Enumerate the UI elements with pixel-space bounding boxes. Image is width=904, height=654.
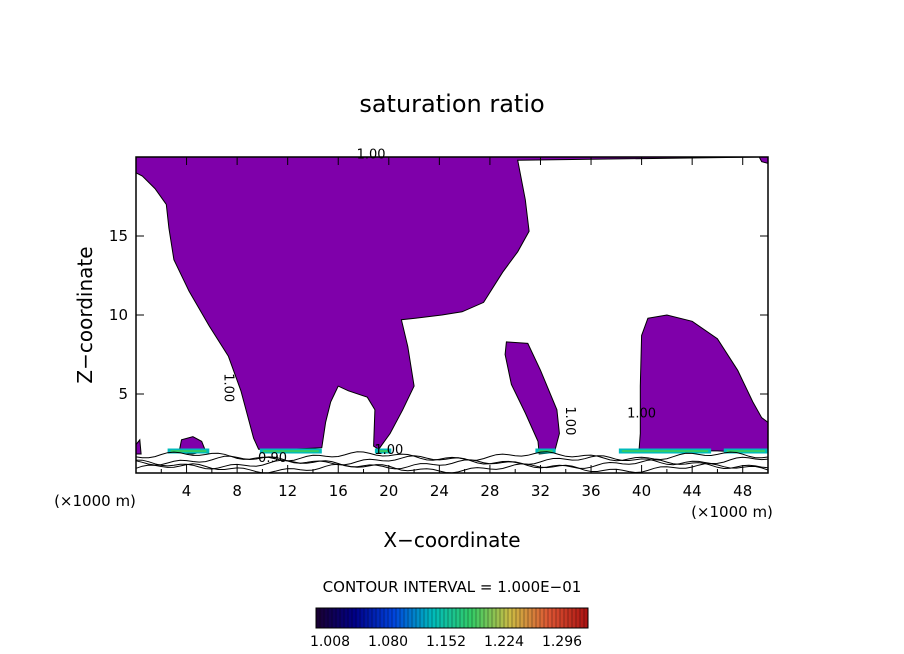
colorbar-tick-label: 1.296 [542,634,582,650]
x-axis-label: X−coordinate [383,528,520,552]
chart-title: saturation ratio [359,90,544,118]
x-tick-label: 44 [683,482,702,500]
streak-core-0 [170,450,207,453]
x-tick-label: 40 [632,482,651,500]
x-tick-label: 48 [733,482,752,500]
contour-label: 1.00 [357,148,386,163]
surface-line-2 [135,455,769,466]
y-axis-label: Z−coordinate [73,246,97,383]
streak-core-2 [377,450,389,453]
contour-labels: 1.00 1.00 0.90 1.00 1.00 1.00 [220,148,656,466]
x-tick-label: 16 [329,482,348,500]
contour-label: 1.00 [627,407,656,422]
x-unit-label-left: (×1000 m) [54,492,136,510]
x-tick-label: 4 [182,482,192,500]
streak-core-5 [726,450,765,453]
x-tick-label: 32 [531,482,550,500]
supersaturation-regions [135,156,769,455]
x-tick-label: 20 [379,482,398,500]
surface-line-3 [135,451,769,462]
colorbar-tick-label: 1.008 [310,634,350,650]
streak-core-4 [621,450,709,453]
x-tick-label: 28 [480,482,499,500]
y-tick-label: 5 [118,385,128,403]
streak-core-3 [538,450,553,453]
x-tick-label: 12 [278,482,297,500]
x-tick-label: 24 [430,482,449,500]
colorbar: 1.008 1.080 1.152 1.224 1.296 [310,607,589,650]
contour-label: 1.00 [374,443,403,458]
surface-line-1 [135,459,769,470]
y-tick-label: 10 [109,306,128,324]
contour-interval-label: CONTOUR INTERVAL = 1.000E−01 [323,578,582,596]
contour-label: 0.90 [258,451,287,466]
colorbar-tick-label: 1.224 [484,634,524,650]
y-axis-ticks: 5 10 15 [109,227,768,403]
contour-label: 1.00 [220,373,235,402]
streak-core-1 [262,450,319,453]
contour-label: 1.00 [562,406,577,435]
x-unit-label-right: (×1000 m) [691,503,773,521]
region-0 [135,156,767,450]
colorbar-tick-label: 1.152 [426,634,466,650]
y-tick-label: 15 [109,227,128,245]
x-tick-label: 8 [232,482,242,500]
colorbar-tick-label: 1.080 [368,634,408,650]
x-tick-label: 36 [581,482,600,500]
x-axis-ticks: 4 8 12 16 20 24 28 32 36 40 44 48 [160,157,752,500]
